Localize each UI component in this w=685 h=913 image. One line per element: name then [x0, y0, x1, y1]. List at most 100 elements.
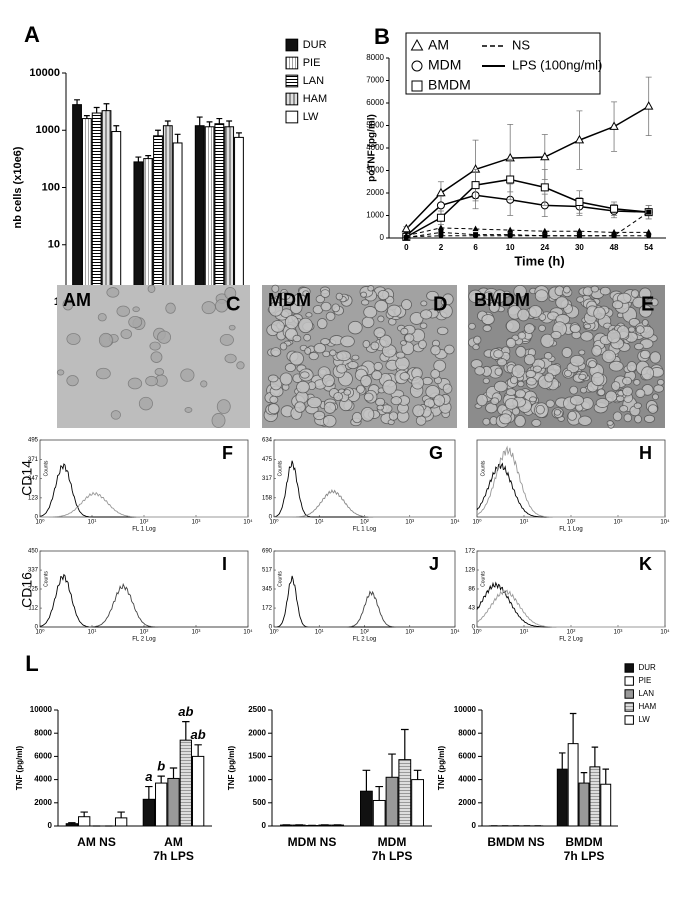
- marker: [436, 213, 445, 222]
- legend-swatch: [624, 689, 634, 699]
- cell: [517, 308, 530, 322]
- panel-label: B: [374, 24, 390, 49]
- y-tick-label: 2000: [366, 188, 384, 197]
- y-tick-label: 6000: [366, 98, 384, 107]
- row-label: CD16: [19, 572, 35, 608]
- error-bar: [117, 811, 125, 818]
- cell: [505, 319, 521, 333]
- y-axis-label: TNF (pg/ml): [227, 745, 236, 790]
- cell: [499, 413, 512, 425]
- bar: [385, 776, 399, 827]
- cell: [510, 375, 519, 385]
- cell: [578, 349, 586, 356]
- histogram-curve: [476, 589, 665, 628]
- y-tick-label: 0: [262, 821, 267, 830]
- cell: [376, 404, 384, 411]
- x-tick-label: 24: [540, 243, 549, 252]
- cell: [562, 285, 571, 294]
- bar: [172, 142, 183, 303]
- x-axis-label: FL 1 Log: [353, 527, 376, 533]
- error-bar: [226, 120, 233, 127]
- cell: [634, 414, 643, 424]
- cell: [315, 295, 326, 304]
- histogram-curve: [40, 491, 248, 518]
- cell: [569, 385, 579, 395]
- error-bar: [155, 129, 161, 136]
- error-bar: [388, 753, 396, 778]
- cell: [472, 344, 480, 351]
- cell: [543, 352, 553, 360]
- cell: [567, 410, 577, 421]
- x-tick-label: 10²: [567, 630, 576, 636]
- bar: [600, 783, 612, 827]
- x-tick-label: 10⁴: [660, 629, 670, 636]
- error-bar: [196, 116, 203, 126]
- y-tick-label: 2500: [248, 705, 266, 714]
- x-tick-label: 10³: [192, 520, 201, 526]
- cell: [316, 318, 328, 330]
- y-tick-label: 129: [465, 568, 476, 574]
- y-tick-label: 2000: [34, 798, 52, 807]
- cell: [606, 329, 621, 344]
- cell: [356, 384, 365, 394]
- panel-label: C: [226, 293, 240, 315]
- cell: [473, 335, 482, 345]
- cell: [641, 319, 649, 327]
- legend-swatch: [285, 110, 299, 124]
- cell: [504, 398, 519, 410]
- cell: [635, 325, 645, 334]
- cell: [569, 395, 585, 406]
- error-bar: [93, 106, 100, 114]
- cell: [215, 298, 229, 313]
- cell: [433, 394, 446, 407]
- cell: [517, 380, 525, 388]
- annotation: ab: [191, 727, 206, 742]
- x-tick-label: 10⁰: [269, 629, 279, 636]
- cell: [373, 361, 383, 371]
- y-tick-label: 500: [253, 798, 267, 807]
- cell: [363, 392, 374, 402]
- legend-label: LW: [303, 111, 319, 123]
- y-tick-label: 10000: [30, 705, 53, 714]
- x-tick-label: 30: [575, 243, 584, 252]
- cell: [622, 376, 633, 386]
- y-tick-label: 345: [262, 587, 273, 593]
- legend-marker: [410, 38, 424, 51]
- cell: [550, 330, 562, 340]
- bar: [234, 136, 244, 303]
- cell: [634, 342, 644, 351]
- cell: [411, 376, 425, 390]
- bar: [133, 161, 144, 303]
- cell: [300, 371, 310, 379]
- panel-label: L: [25, 651, 38, 676]
- cell: [267, 374, 279, 383]
- cell: [544, 372, 554, 383]
- cell: [270, 347, 282, 357]
- legend-label: LAN: [638, 689, 654, 698]
- cell: [593, 306, 606, 320]
- marker: [643, 101, 654, 110]
- cell: [639, 349, 651, 360]
- cell: [588, 360, 597, 369]
- cell: [591, 345, 602, 357]
- marker: [540, 151, 550, 161]
- cell: [351, 354, 360, 361]
- cell: [360, 291, 368, 298]
- marker: [436, 201, 445, 210]
- bar: [162, 125, 173, 303]
- error-bar: [145, 155, 152, 159]
- panel-label: J: [429, 554, 439, 574]
- y-tick-label: 7000: [366, 76, 384, 85]
- cell: [379, 334, 392, 348]
- x-tick-label: 7h LPS: [564, 849, 605, 863]
- cell: [116, 305, 131, 317]
- cell: [525, 369, 537, 378]
- cell: [362, 339, 371, 349]
- error-bar: [236, 132, 242, 138]
- x-tick-label: 0: [404, 243, 409, 252]
- cell: [56, 369, 65, 376]
- legend-label: HAM: [303, 93, 327, 105]
- cell: [617, 292, 632, 304]
- cell: [436, 326, 449, 336]
- cell: [591, 372, 605, 387]
